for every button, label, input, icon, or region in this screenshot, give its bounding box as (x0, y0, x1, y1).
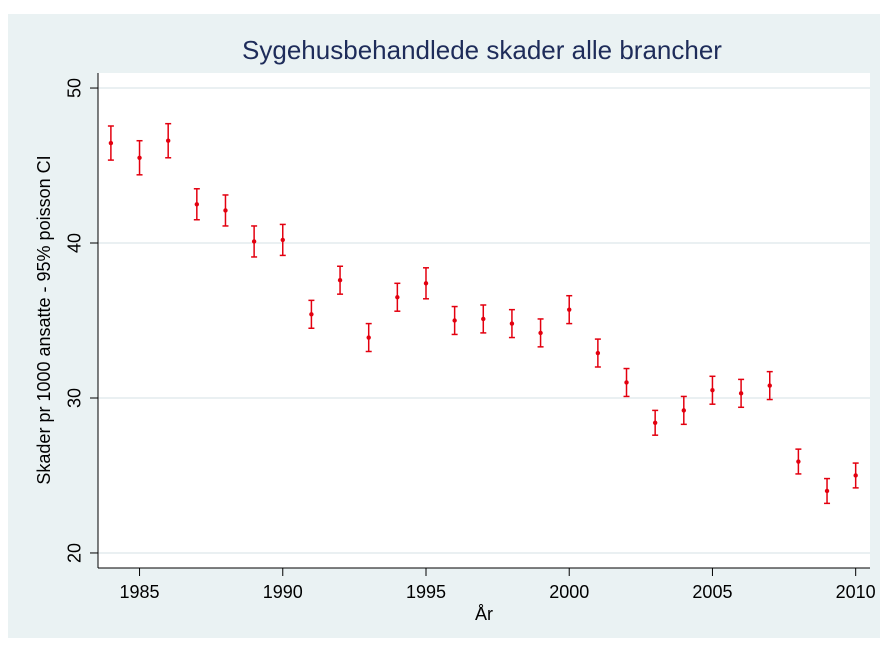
point (452, 318, 457, 323)
x-axis-label: År (475, 604, 493, 624)
point (509, 321, 515, 326)
x-tick-label: 1990 (263, 582, 303, 602)
point (194, 202, 200, 207)
point (767, 383, 772, 388)
point (652, 420, 658, 425)
point (137, 155, 142, 160)
point (624, 380, 629, 385)
x-tick-label: 1985 (120, 582, 160, 602)
y-axis-label: Skader pr 1000 ansatte - 95% poisson CI (34, 155, 54, 484)
point (337, 278, 343, 283)
point (280, 237, 285, 243)
point (423, 281, 429, 286)
x-tick-label: 2010 (836, 582, 876, 602)
point (853, 473, 858, 478)
point (395, 295, 400, 300)
point (595, 350, 601, 356)
point (309, 312, 314, 317)
x-tick-label: 1995 (406, 582, 446, 602)
y-tick-label: 50 (65, 78, 85, 98)
point (366, 335, 371, 340)
chart-title: Sygehusbehandlede skader alle brancher (242, 35, 722, 65)
point (165, 138, 171, 143)
x-tick-label: 2005 (692, 582, 732, 602)
point (710, 388, 715, 393)
point (108, 140, 114, 146)
point (538, 330, 543, 336)
y-tick-label: 20 (65, 543, 85, 563)
point (567, 307, 572, 312)
y-tick-label: 40 (65, 233, 85, 253)
point (738, 391, 744, 396)
y-tick-label: 30 (65, 388, 85, 408)
point (251, 239, 257, 244)
point (681, 408, 687, 413)
x-tick-label: 2000 (549, 582, 589, 602)
point (223, 208, 228, 213)
point (824, 488, 830, 494)
point (796, 459, 801, 464)
point (481, 316, 486, 322)
